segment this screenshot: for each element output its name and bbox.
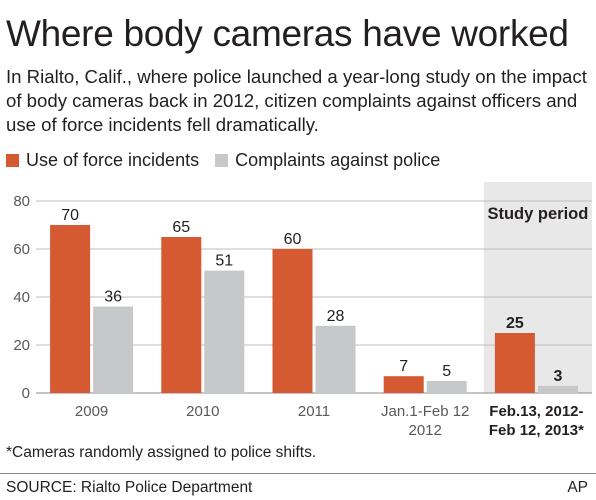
data-label: 60: [284, 231, 302, 248]
chart-subtitle: In Rialto, Calif., where police launched…: [6, 66, 587, 135]
footer-divider: [0, 473, 596, 474]
data-label: 7: [399, 358, 408, 375]
y-tick-label: 60: [13, 241, 30, 258]
footnote: *Cameras randomly assigned to police shi…: [6, 444, 317, 461]
bar-use-of-force-4: [494, 333, 535, 393]
legend-item-use-of-force: Use of force incidents: [6, 148, 199, 172]
bar-chart: Study period 0 20 40 60 80 70 36 2009 65 51 2010 60 2…: [13, 182, 592, 439]
bar-use-of-force-3: [383, 376, 424, 393]
legend: Use of force incidents Complaints agains…: [6, 148, 456, 172]
x-tick-label: 2011: [298, 403, 330, 420]
bar-complaints-1: [204, 270, 245, 393]
source-line: SOURCE: Rialto Police Department: [6, 479, 253, 496]
x-tick-label: Feb.13, 2012-Feb 12, 2013*: [489, 403, 584, 439]
x-tick-label: 2009: [75, 403, 108, 420]
data-label: 5: [442, 363, 451, 380]
bar-complaints-2: [315, 325, 356, 393]
data-label: 25: [506, 315, 524, 332]
data-label: 70: [61, 207, 79, 224]
y-tick-label: 40: [13, 289, 30, 306]
data-label: 65: [172, 219, 190, 236]
legend-item-complaints: Complaints against police: [215, 148, 440, 172]
bar-use-of-force-0: [50, 225, 91, 393]
x-tick-label: 2010: [186, 403, 219, 420]
legend-label-complaints: Complaints against police: [235, 150, 441, 170]
chart-title: Where body cameras have worked: [6, 13, 569, 54]
data-label: 28: [327, 308, 345, 325]
bar-complaints-4: [537, 385, 578, 393]
legend-swatch-use-of-force: [6, 153, 19, 167]
bar-complaints-3: [426, 381, 467, 393]
data-label: 51: [215, 253, 233, 270]
y-tick-label: 0: [22, 385, 30, 402]
bar-complaints-0: [93, 306, 134, 393]
data-label: 3: [553, 368, 562, 385]
x-tick-label: Jan.1-Feb 12 2012: [381, 403, 469, 439]
legend-swatch-complaints: [215, 153, 229, 167]
bar-use-of-force-2: [272, 249, 313, 393]
data-label: 36: [104, 289, 122, 306]
y-tick-label: 20: [13, 337, 30, 354]
bar-use-of-force-1: [161, 237, 202, 393]
credit-line: AP: [567, 479, 588, 496]
legend-label-use-of-force: Use of force incidents: [26, 150, 200, 170]
study-period-label: Study period: [487, 205, 588, 223]
y-tick-label: 80: [13, 193, 30, 210]
